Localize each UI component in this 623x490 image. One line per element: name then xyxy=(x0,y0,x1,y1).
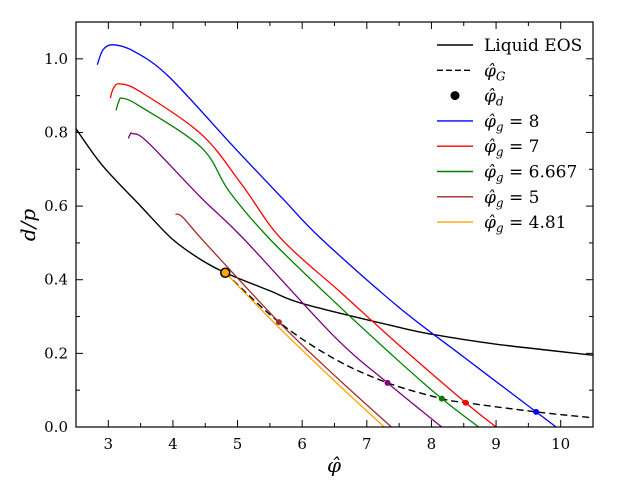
phi-d-marker xyxy=(220,267,231,278)
series-line-6 xyxy=(127,132,443,427)
series-marker-5 xyxy=(438,395,445,402)
x-tick-label: 3 xyxy=(104,435,114,453)
series-line-0 xyxy=(76,128,593,356)
y-tick-label: 1.0 xyxy=(44,50,68,68)
legend-label: φ̂d xyxy=(484,87,504,109)
x-tick-label: 7 xyxy=(362,435,372,453)
legend-label: φ̂g = 5 xyxy=(484,188,539,210)
series-marker-6 xyxy=(384,379,391,386)
y-tick-label: 0.2 xyxy=(44,344,68,362)
y-tick-label: 0.0 xyxy=(44,418,68,436)
x-axis-label: φ̂ xyxy=(327,453,341,477)
x-tick-label: 9 xyxy=(491,435,501,453)
series-line-1 xyxy=(224,272,593,419)
y-axis-label: d/p xyxy=(16,209,40,242)
y-tick-label: 0.8 xyxy=(44,123,68,141)
legend-label: φ̂g = 4.81 xyxy=(484,213,567,235)
legend: Liquid EOS φ̂G φ̂d φ̂g = 8 φ̂g = 7 φ̂g = 6.66… xyxy=(437,36,582,235)
series-marker-7 xyxy=(275,319,282,326)
series-line-8 xyxy=(224,272,385,427)
x-tick-label: 6 xyxy=(297,435,307,453)
series-marker-4 xyxy=(462,399,469,406)
axis-ticks: 3 4 5 6 7 8 9 10 0.0 0.2 0.4 0.6 0.8 1.0 xyxy=(44,21,594,453)
series-line-4 xyxy=(109,83,497,427)
y-tick-label: 0.4 xyxy=(44,271,68,289)
legend-label: φ̂g = 8 xyxy=(484,112,539,134)
series-line-7 xyxy=(175,213,392,427)
legend-label: φ̂g = 6.667 xyxy=(484,163,577,185)
x-tick-label: 8 xyxy=(427,435,437,453)
series-line-3 xyxy=(96,44,557,427)
x-tick-label: 10 xyxy=(551,435,570,453)
legend-marker xyxy=(450,91,460,101)
x-tick-label: 4 xyxy=(168,435,178,453)
plot-curves xyxy=(76,44,593,427)
legend-label: Liquid EOS xyxy=(484,36,582,56)
legend-label: φ̂G xyxy=(484,61,506,83)
y-tick-label: 0.6 xyxy=(44,197,68,215)
series-marker-3 xyxy=(533,408,540,415)
plot-markers xyxy=(220,267,540,415)
legend-label: φ̂g = 7 xyxy=(484,137,539,159)
series-line-5 xyxy=(115,97,480,427)
x-tick-label: 5 xyxy=(233,435,243,453)
